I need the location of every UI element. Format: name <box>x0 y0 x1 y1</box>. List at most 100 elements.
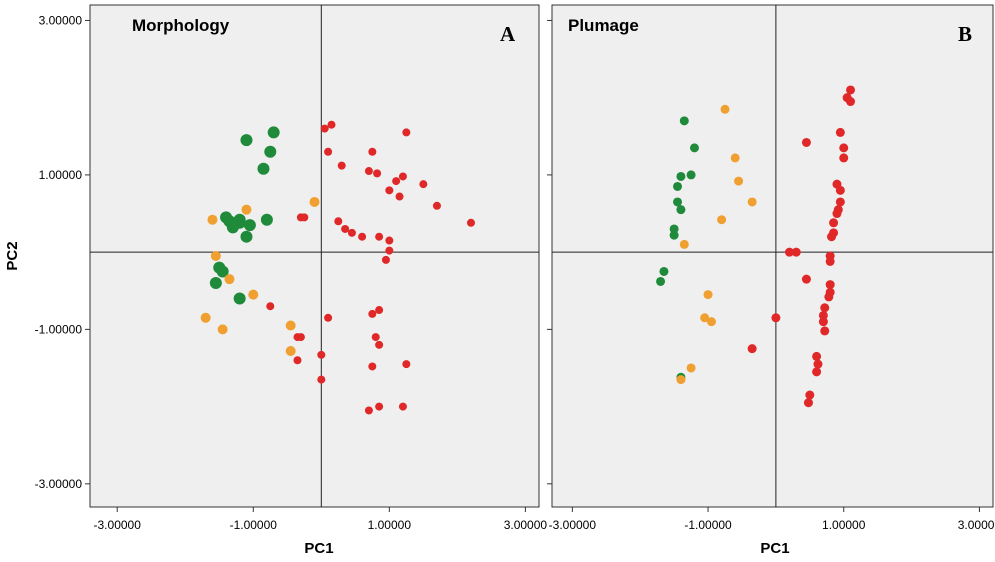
x-axis-title-morphology: PC1 <box>304 540 333 557</box>
data-point-morphology-s2-0 <box>327 120 336 129</box>
data-point-morphology-s2-14 <box>466 218 475 227</box>
data-point-plumage-s0-6 <box>676 205 686 215</box>
data-point-morphology-s2-20 <box>358 232 367 241</box>
x-tick-label-plumage-1: -1.00000 <box>684 518 732 532</box>
plot-area-plumage <box>551 4 994 508</box>
data-point-morphology-s1-8 <box>285 320 296 331</box>
data-point-morphology-s1-0 <box>207 214 218 225</box>
data-point-morphology-s0-3 <box>257 162 270 175</box>
data-point-morphology-s0-0 <box>240 134 253 147</box>
x-tick-label-morphology-2: 1.00000 <box>368 518 412 532</box>
data-point-morphology-s1-6 <box>200 312 211 323</box>
data-point-morphology-s0-11 <box>240 230 253 243</box>
data-point-morphology-s1-4 <box>224 274 235 285</box>
data-point-plumage-s2-22 <box>824 292 834 302</box>
data-point-morphology-s2-22 <box>385 236 394 245</box>
data-point-plumage-s0-5 <box>673 197 683 207</box>
data-point-morphology-s1-9 <box>285 345 296 356</box>
data-point-morphology-s2-12 <box>395 192 404 201</box>
data-point-morphology-s2-21 <box>375 232 384 241</box>
data-point-morphology-s2-35 <box>368 362 377 371</box>
data-point-morphology-s0-1 <box>267 126 280 139</box>
data-point-morphology-s2-7 <box>373 169 382 178</box>
panel-title-morphology: Morphology <box>132 16 230 35</box>
data-point-plumage-s2-4 <box>801 137 811 147</box>
data-point-morphology-s2-5 <box>337 161 346 170</box>
data-point-plumage-s2-2 <box>846 97 856 107</box>
data-point-morphology-s2-26 <box>324 313 333 322</box>
x-tick-label-morphology-0: -3.00000 <box>94 518 142 532</box>
data-point-morphology-s2-40 <box>398 402 407 411</box>
data-point-morphology-s2-39 <box>364 406 373 415</box>
data-point-morphology-s1-5 <box>248 289 259 300</box>
data-point-morphology-s2-36 <box>402 360 411 369</box>
data-point-morphology-s2-11 <box>385 186 394 195</box>
data-point-plumage-s1-2 <box>734 176 744 186</box>
data-point-plumage-s2-6 <box>839 153 849 163</box>
plot-area-morphology <box>89 4 540 508</box>
x-tick-label-plumage-3: 3.00000 <box>958 518 995 532</box>
data-point-morphology-s2-8 <box>398 172 407 181</box>
data-point-plumage-s1-1 <box>730 153 740 163</box>
panel-label-b: B <box>958 22 972 46</box>
data-point-morphology-s2-31 <box>371 333 380 342</box>
y-tick-label-morphology-2: -1.00000 <box>35 322 83 336</box>
data-point-plumage-s2-3 <box>835 127 845 137</box>
data-point-morphology-s0-15 <box>233 292 246 305</box>
data-point-morphology-s2-10 <box>419 180 428 189</box>
data-point-morphology-s2-30 <box>293 333 302 342</box>
data-point-plumage-s2-24 <box>818 310 828 320</box>
data-point-plumage-s0-10 <box>656 276 666 286</box>
data-point-plumage-s1-8 <box>706 317 716 327</box>
data-point-morphology-s0-13 <box>216 265 229 278</box>
y-tick-label-morphology-3: -3.00000 <box>35 477 83 491</box>
data-point-plumage-s2-19 <box>801 274 811 284</box>
data-point-morphology-s2-2 <box>402 128 411 137</box>
data-point-plumage-s1-3 <box>747 197 757 207</box>
data-point-morphology-s2-13 <box>432 201 441 210</box>
data-point-plumage-s2-25 <box>818 317 828 327</box>
data-point-plumage-s1-7 <box>700 313 710 323</box>
data-point-morphology-s2-9 <box>392 177 401 186</box>
data-point-morphology-s2-28 <box>368 309 377 318</box>
x-axis-title-plumage: PC1 <box>760 540 789 557</box>
data-point-plumage-s2-0 <box>846 85 856 95</box>
panel-morphology: -3.00000 -1.00000 1.00000 3.00000 3.00000 1.0… <box>4 4 547 557</box>
data-point-plumage-s1-10 <box>676 375 686 385</box>
data-point-plumage-s2-27 <box>820 326 830 336</box>
data-point-plumage-s2-30 <box>813 359 823 369</box>
data-point-plumage-s2-15 <box>784 247 794 257</box>
data-point-plumage-s0-7 <box>669 224 679 234</box>
data-point-morphology-s2-19 <box>347 228 356 237</box>
data-point-morphology-s1-7 <box>217 324 228 335</box>
data-point-morphology-s0-7 <box>243 219 256 232</box>
data-point-plumage-s0-4 <box>673 181 683 191</box>
data-point-plumage-s2-31 <box>812 367 822 377</box>
data-point-morphology-s0-10 <box>233 213 246 226</box>
data-point-plumage-s1-9 <box>686 363 696 373</box>
data-point-plumage-s2-12 <box>829 218 839 228</box>
y-tick-label-morphology-1: 1.00000 <box>39 168 83 182</box>
data-point-morphology-s0-14 <box>209 277 222 290</box>
data-point-plumage-s1-5 <box>679 239 689 249</box>
x-tick-label-plumage-2: 1.00000 <box>822 518 866 532</box>
data-point-morphology-s2-25 <box>266 302 275 311</box>
data-point-plumage-s2-23 <box>820 303 830 313</box>
data-point-plumage-s2-11 <box>832 209 842 219</box>
data-point-plumage-s2-28 <box>747 344 757 354</box>
data-point-morphology-s0-8 <box>260 213 273 226</box>
data-point-plumage-s2-5 <box>839 143 849 153</box>
panel-label-a: A <box>500 22 516 46</box>
data-point-morphology-s2-16 <box>300 213 309 222</box>
data-point-morphology-s2-17 <box>334 217 343 226</box>
data-point-morphology-s2-1 <box>320 124 329 133</box>
data-point-plumage-s0-8 <box>669 230 679 240</box>
data-point-morphology-s2-37 <box>317 375 326 384</box>
data-point-plumage-s0-0 <box>679 116 689 126</box>
data-point-morphology-s2-33 <box>317 350 326 359</box>
data-point-morphology-s0-9 <box>226 221 239 234</box>
data-point-plumage-s2-16 <box>791 247 801 257</box>
data-point-plumage-s2-8 <box>835 185 845 195</box>
data-point-morphology-s2-32 <box>375 340 384 349</box>
